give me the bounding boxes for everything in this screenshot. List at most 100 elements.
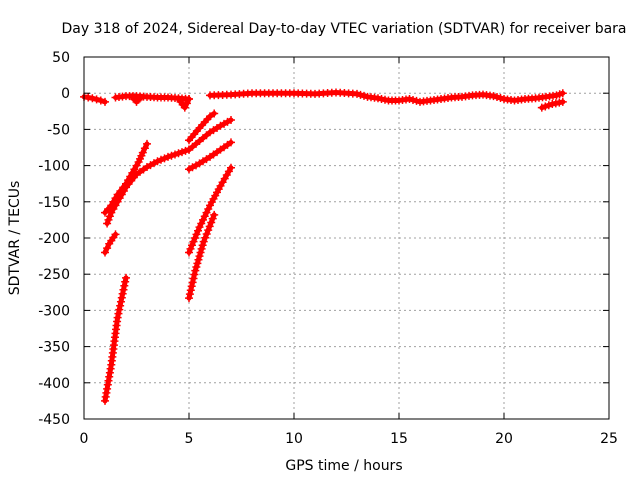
data-point-marker	[105, 212, 114, 221]
data-point-marker	[185, 294, 193, 303]
y-tick-label: -200	[38, 231, 70, 247]
x-tick-label: 20	[495, 431, 513, 447]
data-point-marker	[558, 89, 567, 98]
grid	[84, 57, 609, 419]
axis-ticks: 0 5 10 15 20 25 50 0 -50 -100 -150 -200 -250 -300 -350…	[38, 50, 618, 447]
data-point-marker	[199, 215, 207, 224]
data-point-marker	[199, 237, 208, 246]
data-point-marker	[204, 205, 213, 214]
data-point-marker	[188, 278, 197, 287]
data-point-marker	[409, 95, 417, 104]
data-point-marker	[227, 138, 235, 147]
data-point-marker	[195, 252, 204, 261]
y-tick-label: -150	[38, 195, 70, 211]
data-point-marker	[136, 93, 145, 102]
series-arc-5-6-upper	[185, 109, 219, 145]
data-series	[80, 88, 567, 405]
data-point-marker	[101, 248, 109, 257]
data-point-marker	[113, 313, 122, 322]
data-point-marker	[96, 96, 105, 105]
y-tick-label: 0	[61, 86, 70, 102]
data-point-marker	[187, 282, 196, 291]
data-point-marker	[210, 109, 219, 118]
y-tick-label: 50	[52, 50, 70, 66]
data-point-marker	[114, 309, 123, 318]
data-point-marker	[104, 215, 113, 224]
data-point-marker	[558, 97, 567, 106]
data-point-marker	[200, 212, 209, 221]
data-point-marker	[496, 94, 505, 103]
y-tick-label: -250	[38, 267, 70, 283]
data-point-marker	[489, 92, 498, 101]
y-tick-label: -50	[47, 122, 70, 138]
data-point-marker	[353, 89, 361, 98]
series-short-1	[101, 230, 120, 257]
series-dip-2.5	[128, 92, 145, 106]
data-point-marker	[493, 93, 501, 102]
data-point-marker	[405, 94, 414, 103]
y-tick-label: -450	[38, 412, 70, 428]
data-point-marker	[157, 155, 165, 164]
data-point-marker	[115, 305, 124, 314]
data-point-marker	[191, 266, 200, 275]
series-deep-1	[101, 273, 130, 405]
data-point-marker	[185, 94, 193, 103]
data-point-marker	[196, 248, 205, 257]
data-point-marker	[103, 219, 112, 228]
data-point-marker	[185, 290, 194, 299]
data-point-marker	[101, 97, 109, 106]
data-point-marker	[197, 219, 206, 228]
data-point-marker	[186, 286, 195, 295]
data-point-marker	[189, 237, 198, 246]
data-point-marker	[138, 148, 147, 157]
data-point-marker	[122, 273, 130, 282]
data-point-marker	[143, 139, 151, 148]
y-tick-label: -400	[38, 376, 70, 392]
y-tick-label: -350	[38, 340, 70, 356]
data-point-marker	[121, 277, 130, 286]
data-point-marker	[167, 151, 176, 160]
data-point-marker	[88, 94, 97, 103]
data-point-marker	[202, 229, 211, 238]
data-point-marker	[201, 233, 210, 242]
data-point-marker	[174, 149, 183, 158]
data-point-marker	[544, 101, 553, 110]
data-point-marker	[194, 255, 203, 264]
data-point-marker	[116, 297, 125, 306]
series-tail-22	[537, 97, 567, 112]
y-tick-label: -300	[38, 303, 70, 319]
series-arc-1-3	[101, 139, 151, 217]
data-point-marker	[537, 103, 546, 112]
series-arc-5-7-lower	[185, 138, 235, 174]
data-point-marker	[186, 244, 195, 253]
data-point-marker	[207, 218, 216, 227]
data-point-marker	[190, 270, 199, 279]
data-point-marker	[180, 103, 189, 112]
data-point-marker	[120, 281, 129, 290]
data-point-marker	[182, 99, 191, 108]
x-tick-label: 0	[80, 431, 89, 447]
data-point-marker	[227, 115, 235, 124]
data-point-marker	[189, 274, 198, 283]
data-point-marker	[103, 244, 112, 253]
y-tick-label: -100	[38, 159, 70, 175]
series-arc-1-5	[103, 145, 193, 228]
data-point-marker	[92, 95, 101, 104]
data-point-marker	[160, 154, 169, 163]
data-point-marker	[198, 241, 207, 250]
series-baseline-main	[206, 88, 567, 106]
data-point-marker	[140, 144, 149, 153]
data-point-marker	[164, 152, 172, 161]
data-point-marker	[202, 208, 211, 217]
data-point-marker	[197, 244, 206, 253]
data-point-marker	[153, 157, 162, 166]
data-point-marker	[185, 248, 193, 257]
data-point-marker	[541, 102, 550, 111]
x-axis-label: GPS time / hours	[285, 458, 402, 474]
data-point-marker	[204, 226, 213, 235]
y-axis-label: SDTVAR / TECUs	[7, 181, 23, 296]
data-point-marker	[194, 226, 202, 235]
data-point-marker	[117, 293, 126, 302]
data-point-marker	[210, 210, 219, 219]
